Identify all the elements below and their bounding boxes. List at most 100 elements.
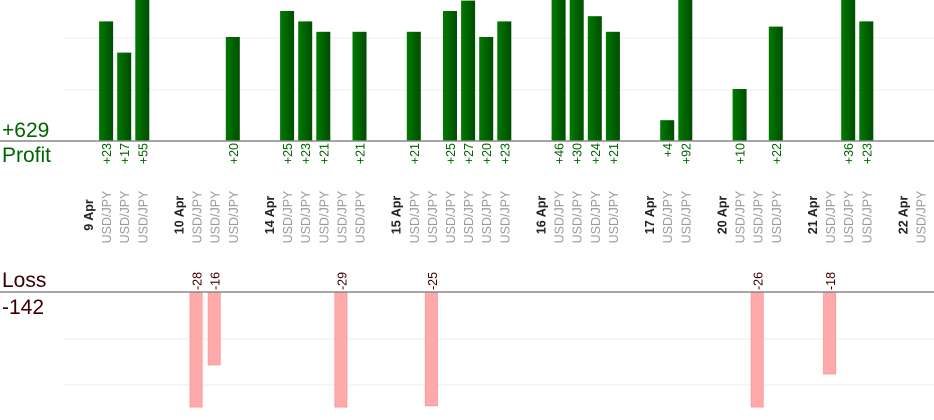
symbol-label: USD/JPY	[824, 190, 838, 243]
symbol-label: USD/JPY	[553, 190, 567, 243]
profit-bar	[99, 21, 114, 141]
profit-total: +629	[2, 119, 50, 142]
profit-bar	[461, 0, 476, 141]
profit-value-label: +25	[281, 143, 295, 164]
profit-bar	[298, 21, 313, 141]
loss-bar	[424, 291, 438, 407]
profit-value-label: +21	[317, 143, 331, 164]
profit-bar	[280, 11, 295, 141]
profit-value-label: +21	[607, 143, 621, 164]
symbol-label: USD/JPY	[770, 190, 784, 243]
loss-value-label: -26	[752, 272, 766, 290]
profit-bar	[551, 0, 566, 141]
loss-title: Loss	[2, 269, 47, 292]
date-label: 14 Apr	[263, 196, 277, 235]
loss-bar	[750, 291, 764, 408]
symbol-label: USD/JPY	[571, 190, 585, 243]
symbol-label: USD/JPY	[317, 190, 331, 243]
date-label: 22 Apr	[897, 196, 911, 235]
symbol-label: USD/JPY	[607, 190, 621, 243]
profit-bar	[497, 21, 512, 141]
symbol-label: USD/JPY	[426, 190, 440, 243]
profit-bar	[479, 37, 494, 141]
symbol-label: USD/JPY	[661, 190, 675, 243]
symbol-label: USD/JPY	[444, 190, 458, 243]
profit-value-label: +30	[571, 143, 585, 164]
symbol-label: USD/JPY	[679, 190, 693, 243]
profit-value-label: +55	[136, 143, 150, 164]
symbol-label: USD/JPY	[752, 190, 766, 243]
date-label: 21 Apr	[806, 196, 820, 235]
profit-bar	[732, 89, 747, 141]
profit-bar	[569, 0, 584, 141]
loss-value-label: -29	[335, 272, 349, 290]
symbol-label: USD/JPY	[118, 190, 132, 243]
profit-value-label: +20	[480, 143, 494, 164]
profit-bar	[352, 31, 367, 141]
profit-bar	[316, 31, 331, 141]
profit-bar	[768, 26, 783, 142]
loss-value-label: -25	[426, 272, 440, 290]
loss-bar	[189, 291, 203, 408]
loss-bar	[334, 291, 348, 408]
profit-bar	[135, 0, 150, 141]
profit-bar	[841, 0, 856, 141]
profit-value-label: +92	[679, 143, 693, 164]
loss-bar	[823, 291, 837, 375]
symbol-label: USD/JPY	[408, 190, 422, 243]
symbol-label: USD/JPY	[354, 190, 368, 243]
profit-value-label: +21	[408, 143, 422, 164]
profit-value-label: +23	[100, 143, 114, 164]
profit-value-label: +10	[734, 143, 748, 164]
profit-bar	[859, 21, 874, 141]
loss-bar	[207, 291, 221, 366]
profit-value-label: +46	[553, 143, 567, 164]
loss-value-label: -28	[191, 272, 205, 290]
profit-bar	[406, 31, 421, 141]
date-label: 17 Apr	[643, 196, 657, 235]
symbol-label: USD/JPY	[860, 190, 874, 243]
profit-bar	[117, 52, 132, 141]
profit-value-label: +25	[444, 143, 458, 164]
symbol-label: USD/JPY	[136, 190, 150, 243]
symbol-label: USD/JPY	[915, 190, 929, 243]
profit-value-label: +36	[842, 143, 856, 164]
symbol-label: USD/JPY	[480, 190, 494, 243]
profit-value-label: +17	[118, 143, 132, 164]
profit-value-label: +22	[770, 143, 784, 164]
symbol-label: USD/JPY	[842, 190, 856, 243]
symbol-label: USD/JPY	[100, 190, 114, 243]
profit-value-label: +27	[462, 143, 476, 164]
profit-value-label: +23	[498, 143, 512, 164]
profit-value-label: +21	[354, 143, 368, 164]
profit-bar	[587, 16, 602, 142]
symbol-label: USD/JPY	[734, 190, 748, 243]
profit-value-label: +23	[299, 143, 313, 164]
symbol-label: USD/JPY	[227, 190, 241, 243]
date-label: 20 Apr	[716, 196, 730, 235]
profit-bar	[605, 31, 620, 141]
profit-bar	[225, 37, 240, 141]
profit-value-label: +20	[227, 143, 241, 164]
symbol-label: USD/JPY	[281, 190, 295, 243]
symbol-label: USD/JPY	[589, 190, 603, 243]
date-label: 10 Apr	[173, 196, 187, 235]
profit-title: Profit	[2, 144, 52, 167]
loss-value-label: -16	[209, 272, 223, 290]
symbol-label: USD/JPY	[209, 190, 223, 243]
date-label: 16 Apr	[535, 196, 549, 235]
symbol-label: USD/JPY	[462, 190, 476, 243]
date-label: 9 Apr	[82, 199, 96, 231]
profit-value-label: +23	[860, 143, 874, 164]
profit-bar	[678, 0, 693, 141]
symbol-label: USD/JPY	[299, 190, 313, 243]
loss-total: -142	[2, 296, 45, 319]
profit-bar	[443, 11, 457, 141]
symbol-label: USD/JPY	[498, 190, 512, 243]
symbol-label: USD/JPY	[335, 190, 349, 243]
profit-value-label: +4	[661, 143, 675, 157]
symbol-label: USD/JPY	[191, 190, 205, 243]
loss-value-label: -18	[824, 272, 838, 290]
profit-value-label: +24	[589, 143, 603, 164]
